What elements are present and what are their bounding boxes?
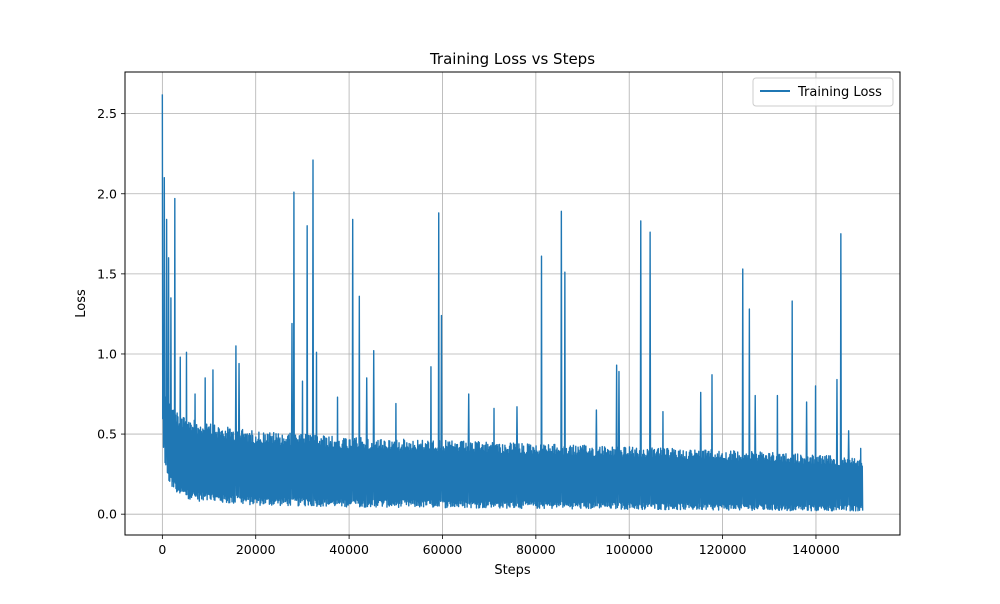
plot-frame <box>124 71 901 536</box>
x-tick-label: 120000 <box>699 542 747 557</box>
x-tick-label: 20000 <box>236 542 276 557</box>
chart-title: Training Loss vs Steps <box>429 50 595 68</box>
y-tick-label: 2.0 <box>97 186 117 201</box>
x-tick-label: 40000 <box>329 542 369 557</box>
legend-box <box>752 77 894 107</box>
y-tick-label: 0.5 <box>97 427 117 442</box>
y-tick-label: 0.0 <box>97 507 117 522</box>
series-training-loss <box>161 94 864 512</box>
legend: Training Loss <box>752 77 894 107</box>
y-tick-label: 1.5 <box>97 266 117 281</box>
x-tick-label: 140000 <box>792 542 840 557</box>
x-tick-label: 100000 <box>605 542 653 557</box>
x-tick-label: 60000 <box>423 542 463 557</box>
x-tick-label: 0 <box>158 542 166 557</box>
legend-label-training-loss: Training Loss <box>797 85 882 100</box>
x-axis-ticks: 0 20000 40000 60000 80000 100000 120000 140000 <box>158 535 840 557</box>
y-tick-label: 1.0 <box>97 346 117 361</box>
x-axis-label: Steps <box>494 563 531 578</box>
series-line-training-loss <box>161 94 864 512</box>
y-tick-label: 2.5 <box>97 106 117 121</box>
x-tick-label: 80000 <box>516 542 556 557</box>
y-axis-ticks: 0.0 0.5 1.0 1.5 2.0 2.5 <box>97 106 125 522</box>
y-axis-label: Loss <box>74 289 89 318</box>
